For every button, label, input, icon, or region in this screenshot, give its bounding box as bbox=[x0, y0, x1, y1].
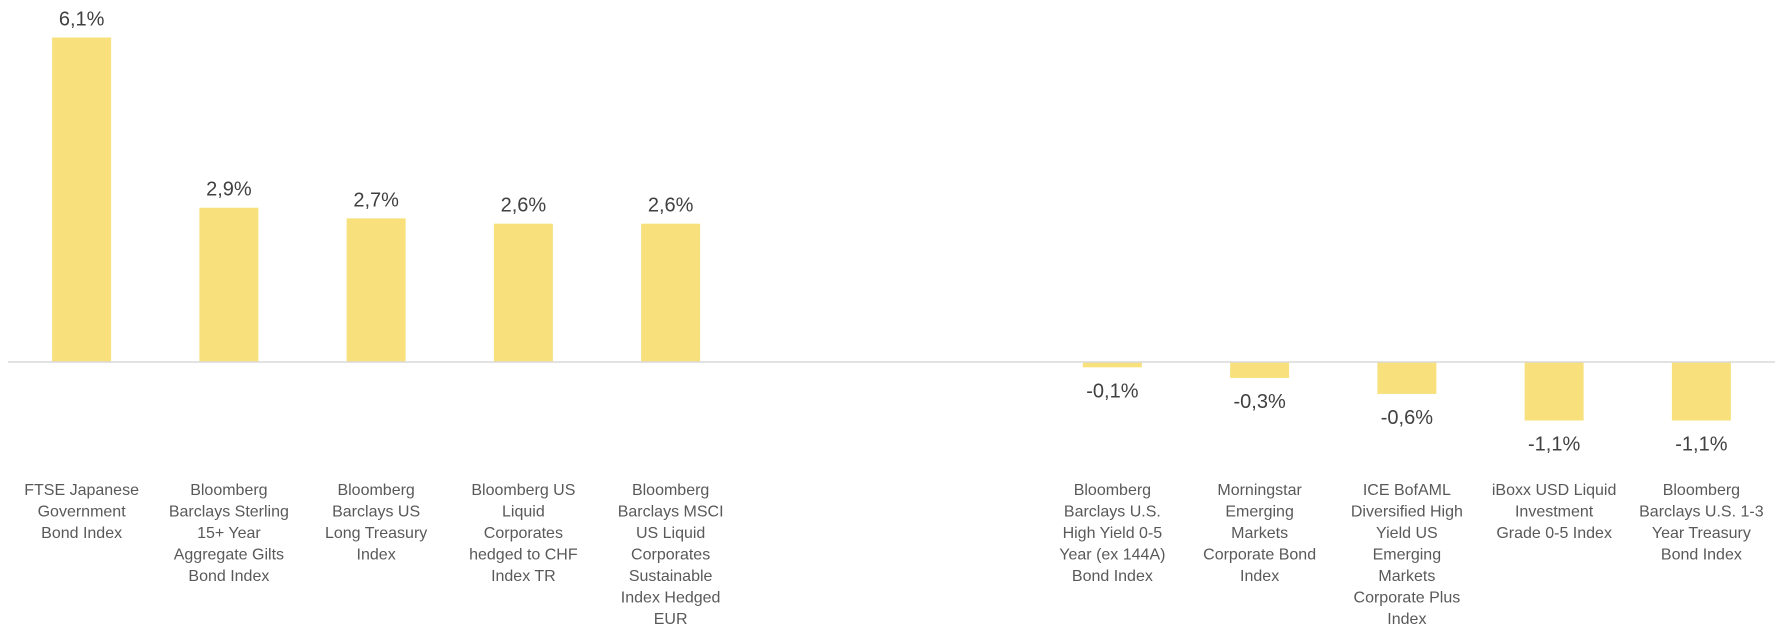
category-label-line: Emerging bbox=[1373, 547, 1441, 564]
category-label: Morningstar Emerging Markets Corporate Bond… bbox=[1203, 482, 1316, 585]
category-label-line: Investment bbox=[1515, 504, 1594, 521]
bar bbox=[493, 223, 553, 362]
bar bbox=[52, 37, 112, 362]
category-label-line: Government bbox=[38, 504, 127, 521]
category-label: FTSE Japanese Government Bond Index bbox=[24, 482, 139, 542]
category-label-line: ICE BofAML bbox=[1363, 482, 1451, 499]
category-label-line: Markets bbox=[1378, 568, 1435, 585]
bar bbox=[199, 207, 259, 362]
bar-value-label: -0,6% bbox=[1381, 407, 1433, 429]
bar bbox=[1524, 362, 1584, 421]
category-label-line: Grade 0-5 Index bbox=[1496, 525, 1612, 542]
category-label-line: Bloomberg bbox=[337, 482, 414, 499]
category-labels-group: FTSE Japanese Government Bond IndexBloombe… bbox=[24, 482, 1763, 625]
category-label-line: Liquid bbox=[502, 504, 545, 521]
category-label-line: Corporates bbox=[484, 525, 563, 542]
category-label-line: Morningstar bbox=[1217, 482, 1302, 499]
category-label-line: FTSE Japanese bbox=[24, 482, 139, 499]
category-label-line: Bond Index bbox=[188, 568, 269, 585]
category-label-line: Bond Index bbox=[41, 525, 122, 542]
category-label-line: Index Hedged bbox=[621, 590, 721, 607]
category-label-line: 15+ Year bbox=[197, 525, 261, 542]
bar-value-label: -0,3% bbox=[1234, 391, 1286, 413]
category-label-line: Diversified High bbox=[1351, 504, 1463, 521]
category-label-line: Long Treasury bbox=[325, 525, 427, 542]
category-label-line: Index bbox=[357, 547, 396, 564]
category-label-line: Markets bbox=[1231, 525, 1288, 542]
category-label-line: Bond Index bbox=[1072, 568, 1153, 585]
category-label: Bloomberg Barclays Sterling 15+ Year Aggreg… bbox=[169, 482, 289, 585]
category-label-line: Aggregate Gilts bbox=[174, 547, 284, 564]
bar-value-label: 2,6% bbox=[648, 195, 694, 217]
bar bbox=[1230, 362, 1290, 378]
category-label-line: Barclays U.S. bbox=[1064, 504, 1161, 521]
category-label-line: Bloomberg bbox=[190, 482, 267, 499]
category-label-line: Corporate Plus bbox=[1354, 590, 1461, 607]
bar bbox=[1377, 362, 1437, 394]
bar-value-label: -1,1% bbox=[1528, 434, 1580, 456]
bar-value-label: -0,1% bbox=[1086, 380, 1138, 402]
category-label-line: iBoxx USD Liquid bbox=[1492, 482, 1617, 499]
category-label-line: Emerging bbox=[1225, 504, 1293, 521]
category-label-line: Barclays US bbox=[332, 504, 420, 521]
value-labels-group: 6,1% 2,9% 2,7% 2,6% 2,6% -0,1% -0,3% -0,6% -1,1%… bbox=[59, 8, 1728, 455]
bar bbox=[641, 223, 701, 362]
category-label-line: Barclays MSCI bbox=[618, 504, 724, 521]
category-label: Bloomberg Barclays MSCI US Liquid Corporate… bbox=[618, 482, 724, 625]
bar bbox=[1082, 362, 1142, 368]
category-label-line: Index bbox=[1240, 568, 1279, 585]
category-label: iBoxx USD Liquid Investment Grade 0-5 Inde… bbox=[1492, 482, 1617, 542]
category-label-line: Bond Index bbox=[1661, 547, 1742, 564]
category-label-line: Year (ex 144A) bbox=[1059, 547, 1165, 564]
category-label-line: Yield US bbox=[1376, 525, 1438, 542]
category-label-line: Bloomberg bbox=[1074, 482, 1151, 499]
category-label-line: Index bbox=[1387, 611, 1426, 625]
bar bbox=[346, 218, 406, 362]
category-label: ICE BofAML Diversified High Yield US Emergi… bbox=[1351, 482, 1463, 625]
bar bbox=[1671, 362, 1731, 421]
category-label-line: Barclays U.S. 1-3 bbox=[1639, 504, 1764, 521]
category-label-line: Bloomberg bbox=[1663, 482, 1740, 499]
category-label-line: EUR bbox=[654, 611, 688, 625]
category-label-line: Barclays Sterling bbox=[169, 504, 289, 521]
bar-value-label: 2,6% bbox=[501, 195, 547, 217]
category-label-line: US Liquid bbox=[636, 525, 705, 542]
category-label-line: Bloomberg US bbox=[471, 482, 575, 499]
category-label-line: Bloomberg bbox=[632, 482, 709, 499]
category-label-line: hedged to CHF bbox=[469, 547, 578, 564]
category-label: Bloomberg Barclays U.S. High Yield 0-5 Year… bbox=[1059, 482, 1165, 585]
category-label: Bloomberg Barclays US Long Treasury Index bbox=[325, 482, 427, 564]
category-label-line: High Yield 0-5 bbox=[1063, 525, 1163, 542]
category-label: Bloomberg US Liquid Corporates hedged to CH… bbox=[469, 482, 578, 585]
bar-value-label: -1,1% bbox=[1675, 434, 1727, 456]
category-label-line: Corporate Bond bbox=[1203, 547, 1316, 564]
category-label-line: Year Treasury bbox=[1652, 525, 1751, 542]
bars-group bbox=[52, 37, 1731, 421]
category-label-line: Sustainable bbox=[629, 568, 713, 585]
category-label-line: Index TR bbox=[491, 568, 556, 585]
category-label: Bloomberg Barclays U.S. 1-3 Year Treasury B… bbox=[1639, 482, 1764, 564]
category-label-line: Corporates bbox=[631, 547, 710, 564]
bar-value-label: 2,7% bbox=[353, 189, 399, 211]
bar-value-label: 2,9% bbox=[206, 179, 252, 201]
bar-value-label: 6,1% bbox=[59, 8, 105, 30]
